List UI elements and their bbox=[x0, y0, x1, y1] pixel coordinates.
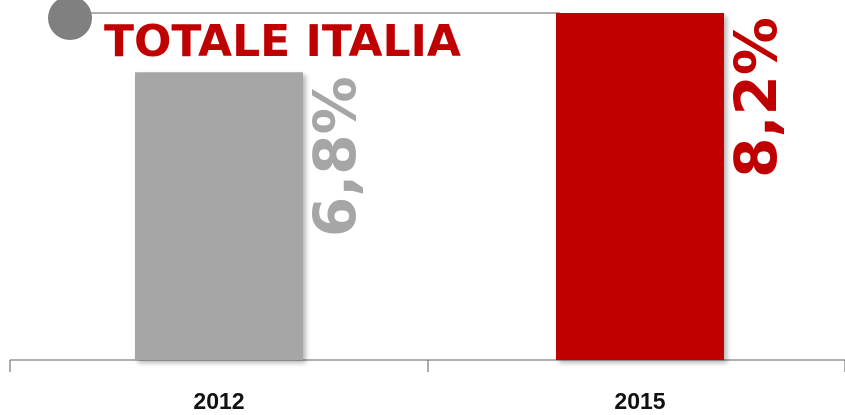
bar-2015 bbox=[556, 13, 724, 360]
chart-title: TOTALE ITALIA bbox=[104, 16, 461, 67]
x-tick-label-2015: 2015 bbox=[614, 388, 665, 414]
value-label-2012: 6,8% bbox=[301, 76, 369, 237]
value-label-2015: 8,2% bbox=[722, 17, 790, 178]
bullet-dot bbox=[48, 0, 92, 40]
tick-labels-group: 2012 2015 bbox=[193, 388, 665, 414]
bars-group: 6,8% 8,2% bbox=[135, 13, 790, 361]
title-decoration bbox=[48, 0, 560, 40]
x-axis bbox=[9, 359, 845, 372]
x-tick-label-2012: 2012 bbox=[193, 388, 244, 414]
bar-2012 bbox=[135, 72, 303, 361]
